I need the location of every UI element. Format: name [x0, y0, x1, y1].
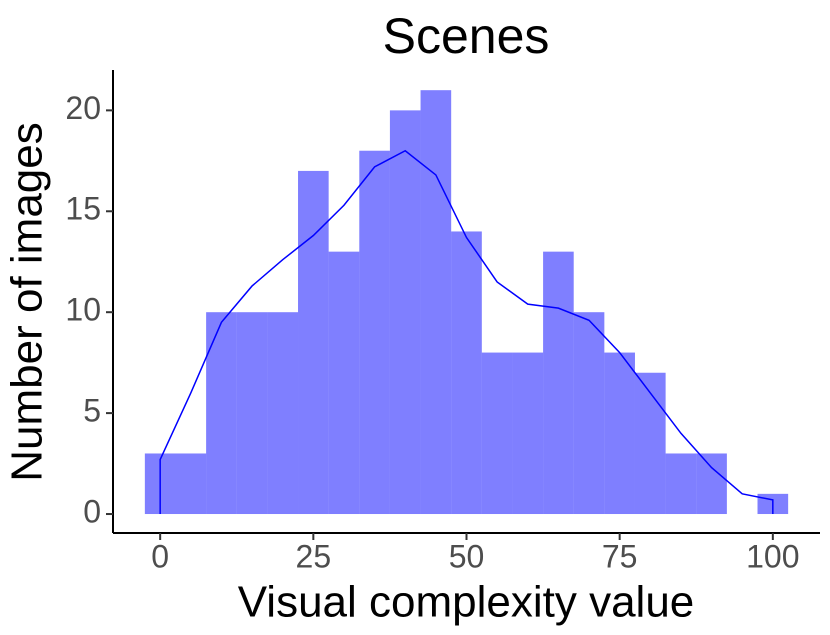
bar	[604, 352, 635, 515]
y-tick-label: 0	[83, 493, 101, 529]
x-tick-label: 100	[746, 538, 799, 574]
y-tick-label: 10	[65, 292, 101, 328]
bar	[512, 352, 544, 515]
bar	[573, 312, 605, 515]
bar	[543, 251, 574, 515]
x-tick-label: 25	[296, 538, 332, 574]
bar	[665, 453, 697, 515]
bar	[175, 453, 207, 515]
bar	[696, 453, 727, 515]
x-tick-label: 0	[151, 538, 169, 574]
bar	[236, 312, 268, 515]
y-axis-label: Number of images	[3, 122, 52, 481]
x-tick-label: 50	[449, 538, 485, 574]
chart-title: Scenes	[383, 8, 550, 64]
x-tick-label: 75	[602, 538, 638, 574]
bar	[328, 251, 360, 515]
bar	[451, 231, 482, 515]
bar	[634, 372, 666, 515]
bar	[298, 170, 329, 515]
bar	[420, 90, 452, 515]
y-tick-label: 15	[65, 191, 101, 227]
x-axis-label: Visual complexity value	[238, 578, 695, 627]
density-curve	[159, 149, 774, 515]
bar	[206, 312, 237, 515]
y-tick-label: 5	[83, 393, 101, 429]
bar	[359, 150, 390, 515]
bar	[389, 110, 421, 515]
bar	[267, 312, 299, 515]
bar	[481, 352, 513, 515]
y-tick-label: 20	[65, 90, 101, 126]
